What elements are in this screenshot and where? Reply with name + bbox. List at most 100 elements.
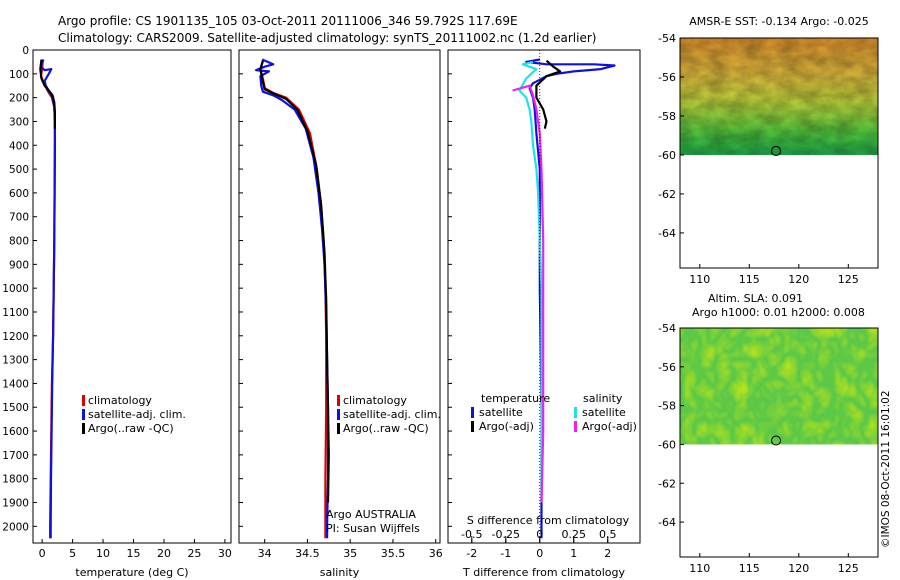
legend-swatch-red [82, 395, 85, 406]
legend-swatch-red [337, 395, 340, 406]
y-tick-label: 2000 [2, 521, 29, 533]
map-x-tick-label: 120 [788, 562, 809, 575]
legend-entry: satellite [479, 406, 523, 419]
series-line-blue [255, 58, 330, 539]
legend-entry: Argo(..raw -QC) [343, 422, 429, 435]
salinity-panel: 34 34.5 35 35.5 36 salinity climatologysatelli… [238, 49, 443, 579]
map-y-tick-label: -64 [658, 227, 676, 240]
side-stamp: ©IMOS 08-Oct-2011 16:01:02 [880, 390, 892, 548]
series-line-blue [39, 59, 57, 539]
x-tick-label: -1 [500, 547, 511, 560]
y-tick-label: 1600 [2, 426, 29, 438]
legend-entry: Argo(-adj) [582, 420, 637, 433]
map-frame [679, 327, 879, 558]
y-tick-label: 1900 [2, 498, 29, 510]
x-tick-label: 0 [39, 547, 46, 560]
x-tick-label: 10 [96, 547, 110, 560]
map-y-tick-label: -58 [658, 400, 676, 413]
legend-entry: climatology [343, 394, 407, 407]
map-y-tick-label: -54 [658, 32, 676, 45]
map-y-tick-label: -58 [658, 110, 676, 123]
series-group [512, 58, 616, 539]
legend-swatch-black [82, 423, 85, 434]
map-x-tick-label: 125 [838, 562, 859, 575]
series-line-black [535, 59, 562, 129]
y-tick-label: 1800 [2, 474, 29, 486]
series-line-red [259, 60, 328, 539]
s-tick-label: 0 [536, 528, 543, 541]
plot-frame [32, 49, 232, 544]
legend-swatch-magenta [574, 421, 577, 432]
s-tick-label: -0.5 [461, 528, 482, 541]
map-y-tick-label: -60 [658, 149, 676, 162]
y-tick-label: 1400 [2, 378, 29, 390]
legend-header-temperature: temperature [481, 392, 550, 405]
series-line-black [39, 59, 57, 129]
legend-entry: Argo(-adj) [479, 420, 534, 433]
sst-map-panel: -54 -56 -58 -60 -62 -64 110 115 120 125 AMSR-E SST… [658, 15, 879, 286]
legend-header-salinity: salinity [583, 392, 623, 405]
title-line-1: Argo profile: CS 1901135_105 03-Oct-2011… [58, 14, 518, 28]
legend-swatch-blue [82, 409, 85, 420]
legend-swatch-blue [337, 409, 340, 420]
x-tick-label: -2 [466, 547, 477, 560]
map-x-tick-label: 110 [689, 273, 710, 286]
y-tick-label: 100 [9, 69, 29, 81]
y-tick-label: 1500 [2, 402, 29, 414]
x-tick-label: 0 [536, 547, 543, 560]
x-tick-label: 5 [69, 547, 76, 560]
legend-swatch-cyan [574, 407, 577, 418]
legend-swatch-black [337, 423, 340, 434]
map-y-tick-label: -62 [658, 188, 676, 201]
s-tick-label: -0.25 [492, 528, 520, 541]
map-y-tick-label: -64 [658, 516, 676, 529]
sla-texture [680, 328, 878, 445]
series-group [255, 58, 330, 539]
x-tick-label: 1 [570, 547, 577, 560]
series-group [39, 59, 57, 539]
title-line-2: Climatology: CARS2009. Satellite-adjuste… [58, 31, 596, 45]
legend-swatch-black [471, 421, 474, 432]
x-axis-label: salinity [320, 566, 360, 579]
y-tick-label: 400 [9, 140, 29, 152]
s-tick-label: 0.5 [599, 528, 617, 541]
series-line-black [259, 60, 330, 503]
sla-map-panel: -54 -56 -58 -60 -62 -64 110 115 120 125 Altim. SLA… [658, 292, 879, 575]
x-tick-label: 35.5 [381, 547, 406, 560]
y-tick-label: 1000 [2, 283, 29, 295]
sla-map-subtitle: Argo h1000: 0.01 h2000: 0.008 [692, 306, 865, 319]
y-tick-label: 600 [9, 188, 29, 200]
map-y-tick-label: -54 [658, 322, 676, 335]
map-x-tick-label: 110 [689, 562, 710, 575]
y-tick-label: 1300 [2, 355, 29, 367]
x-tick-label: 36 [429, 547, 443, 560]
legend-entry: satellite [582, 406, 626, 419]
s-axis-label: S difference from climatology [467, 514, 630, 527]
plot-frame [238, 49, 441, 544]
legend-swatch-blue [471, 407, 474, 418]
x-tick-label: 35 [343, 547, 357, 560]
legend-entry: Argo(..raw -QC) [88, 422, 174, 435]
map-y-tick-label: -62 [658, 477, 676, 490]
y-tick-label: 1100 [2, 307, 29, 319]
y-tick-label: 200 [9, 93, 29, 105]
x-tick-label: 20 [157, 547, 171, 560]
y-tick-label: 500 [9, 164, 29, 176]
x-tick-label: 34 [258, 547, 272, 560]
map-x-tick-label: 120 [788, 273, 809, 286]
map-x-tick-label: 115 [739, 562, 760, 575]
x-axis-label: T difference from climatology [462, 566, 625, 579]
y-tick-label: 700 [9, 212, 29, 224]
map-y-tick-label: -60 [658, 438, 676, 451]
argo-position-marker [771, 146, 782, 157]
y-tick-label: 1700 [2, 450, 29, 462]
x-tick-label: 15 [127, 547, 141, 560]
y-tick-label: 0 [22, 45, 29, 57]
y-tick-label: 900 [9, 259, 29, 271]
s-tick-label: 0.25 [561, 528, 586, 541]
legend-entry: satellite-adj. clim. [88, 408, 186, 421]
legend-entry: climatology [88, 394, 152, 407]
map-x-tick-label: 125 [838, 273, 859, 286]
map-y-tick-label: -56 [658, 361, 676, 374]
argo-position-marker [771, 435, 782, 446]
